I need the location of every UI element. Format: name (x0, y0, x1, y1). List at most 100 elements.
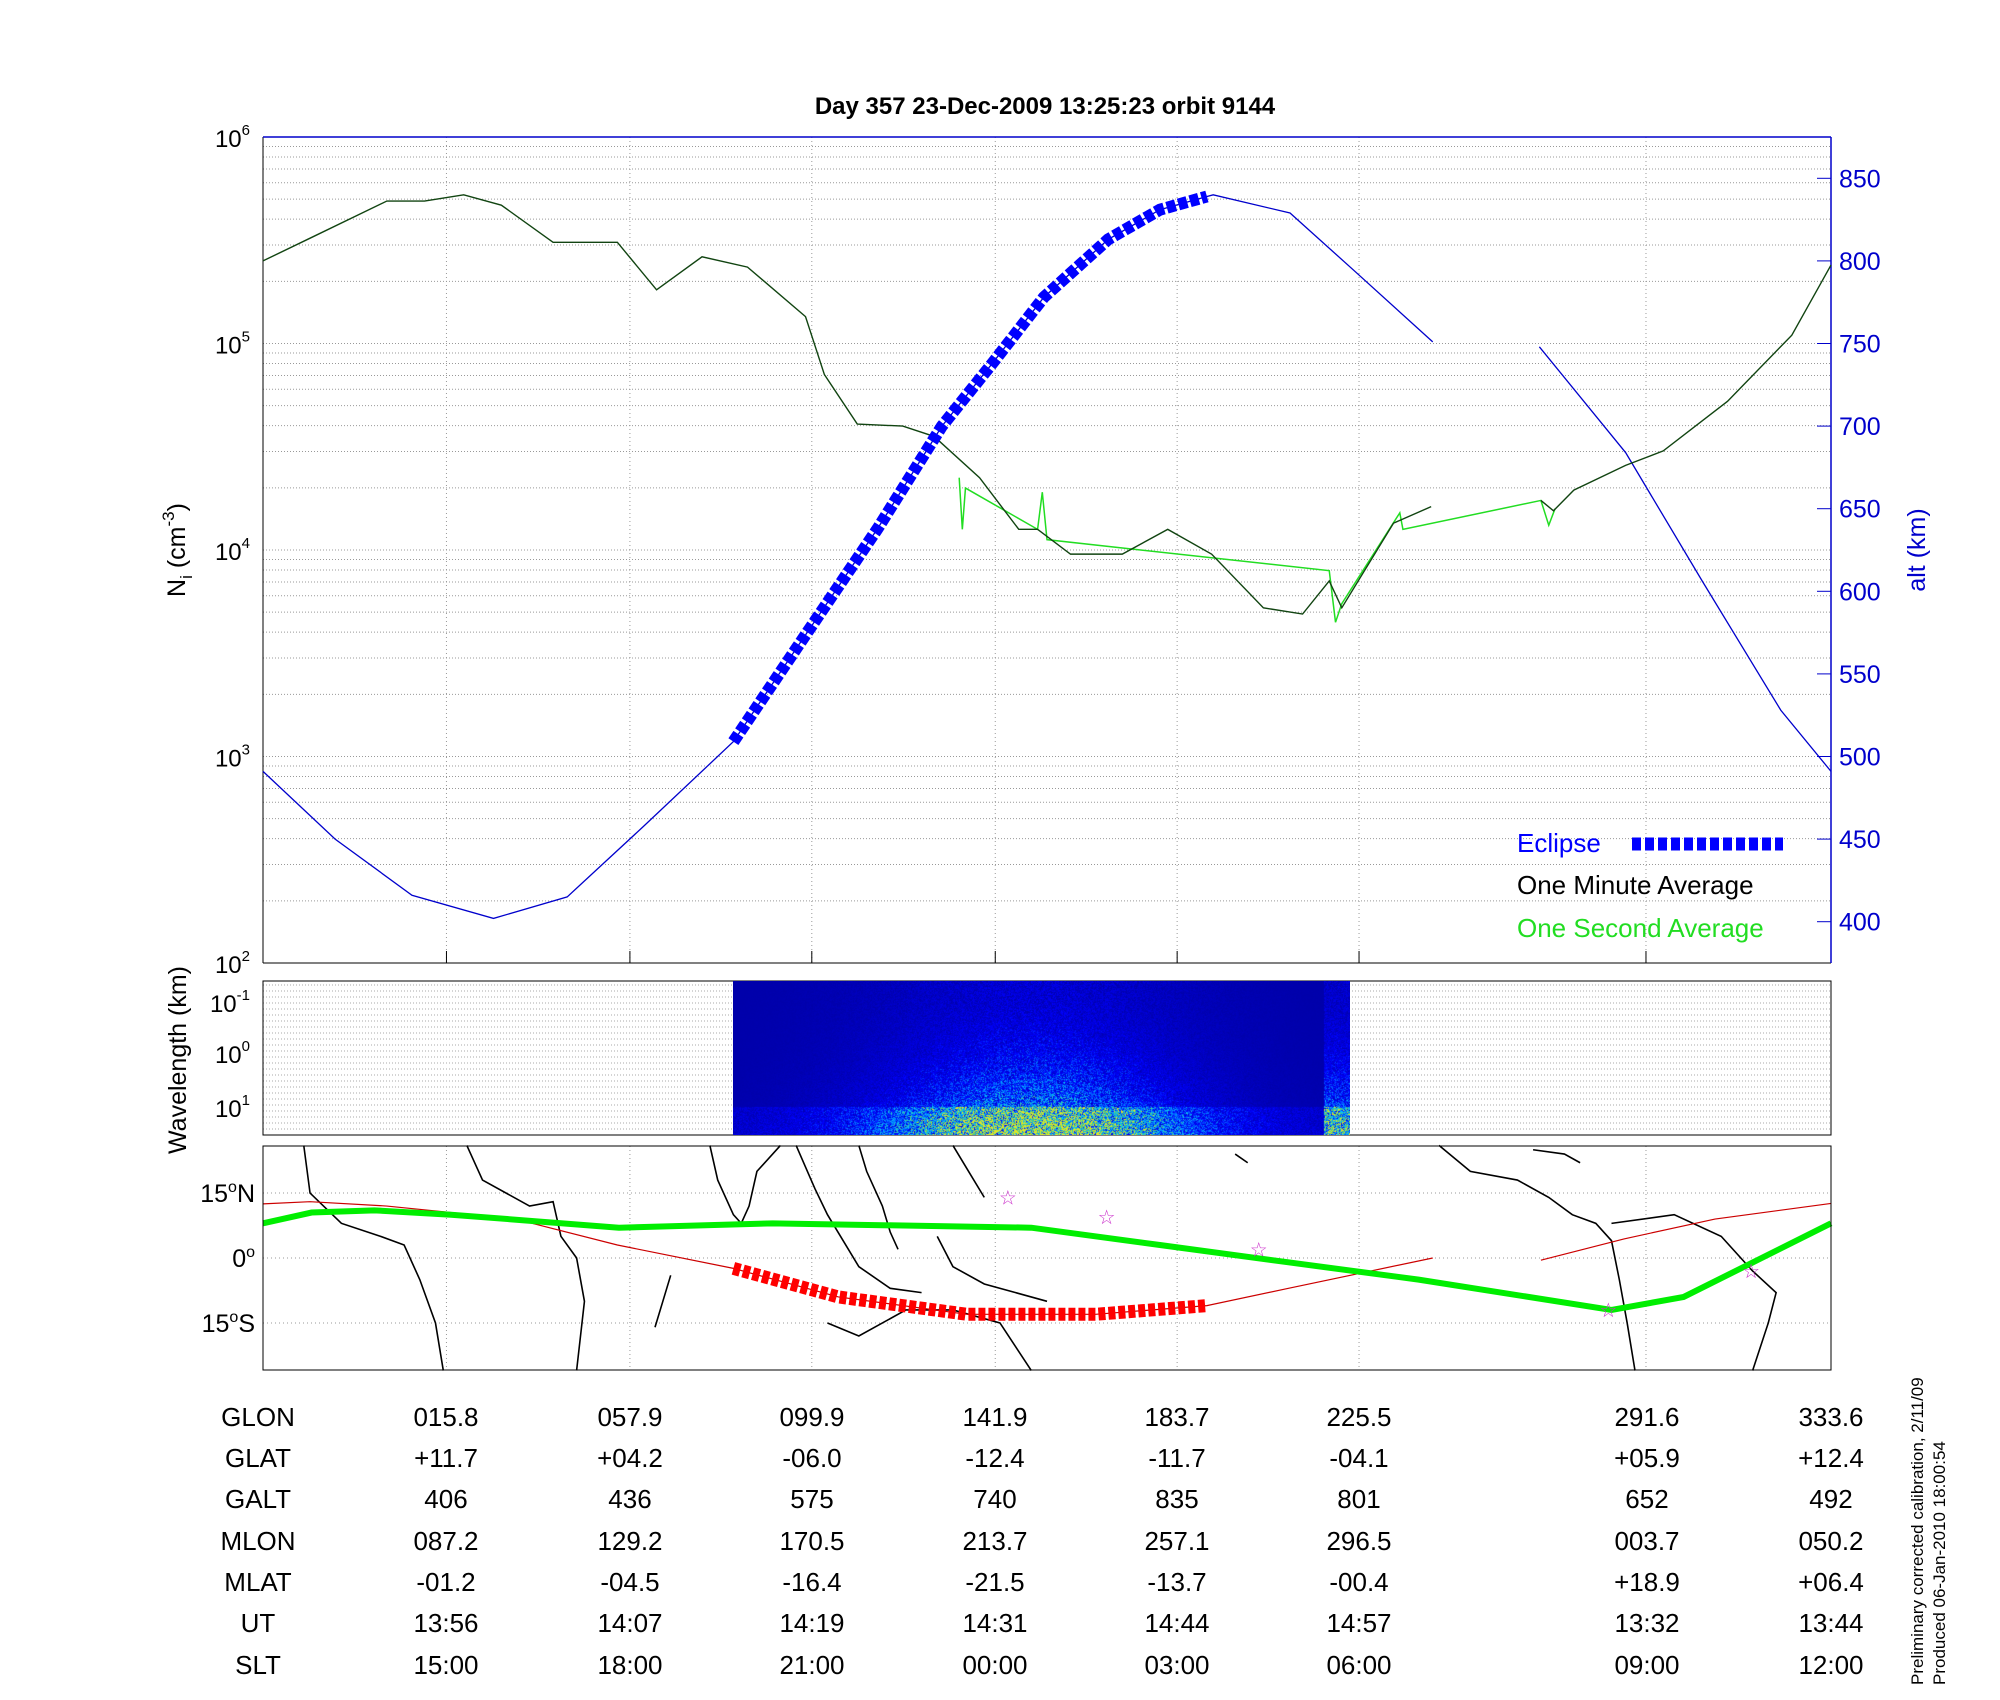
ground-track-line (1540, 1202, 1832, 1261)
table-cell: 183.7 (1144, 1402, 1209, 1432)
table-cell: 003.7 (1614, 1526, 1679, 1556)
table-cell: 14:57 (1326, 1608, 1391, 1638)
table-cell: 575 (790, 1484, 833, 1514)
legend-second-label: One Second Average (1517, 913, 1764, 943)
table-cell: 652 (1625, 1484, 1668, 1514)
row-label: UT (241, 1608, 276, 1638)
table-cell: 14:44 (1144, 1608, 1209, 1638)
coastline (795, 1145, 922, 1294)
table-cell: +18.9 (1614, 1567, 1680, 1597)
table-cell: +12.4 (1798, 1443, 1864, 1473)
row-label: MLAT (224, 1567, 292, 1597)
table-cell: 06:00 (1326, 1650, 1391, 1680)
one-minute-average-line (262, 194, 1432, 615)
chart-title: Day 357 23-Dec-2009 13:25:23 orbit 9144 (815, 93, 1276, 120)
table-cell: -04.1 (1329, 1443, 1388, 1473)
tick-label-part: 10 (215, 539, 242, 566)
coastline (936, 1235, 1048, 1303)
tick-label-part: o (229, 1309, 238, 1326)
tick-label-part: N (163, 579, 191, 597)
coastline (858, 1145, 899, 1250)
lat-tick-label: 15oN (200, 1179, 255, 1208)
table-cell: 13:44 (1798, 1608, 1863, 1638)
y-tick-label: 104 (215, 535, 250, 566)
coastline (709, 1144, 782, 1225)
coastline (1532, 1148, 1581, 1164)
table-cell: 21:00 (779, 1650, 844, 1680)
y-tick-label: 103 (215, 742, 250, 773)
tick-label-part: -3 (159, 511, 178, 526)
tick-label-part: o (246, 1244, 255, 1261)
tick-label-part: ) (163, 503, 191, 511)
tick-label-part: 4 (242, 535, 250, 552)
table-cell: -04.5 (600, 1567, 659, 1597)
station-star-icon: ☆ (1742, 1261, 1760, 1283)
table-cell: 15:00 (413, 1650, 478, 1680)
y-tick-label: 100 (215, 1038, 250, 1069)
tick-label-part: N (237, 1180, 255, 1208)
table-cell: 09:00 (1614, 1650, 1679, 1680)
spectrogram-image (733, 981, 1350, 1135)
one-minute-average-line (1540, 264, 1832, 512)
table-cell: 13:56 (413, 1608, 478, 1638)
table-cell: 740 (973, 1484, 1016, 1514)
y-tick-label: 106 (215, 122, 250, 153)
tick-label-part: 10 (215, 1096, 242, 1123)
table-cell: +05.9 (1614, 1443, 1680, 1473)
table-cell: 087.2 (413, 1526, 478, 1556)
y-tick-label: 101 (215, 1092, 250, 1123)
density-panel: 1021031041051064004505005506006507007508… (159, 122, 1931, 979)
table-cell: 14:31 (962, 1608, 1027, 1638)
y2-tick-label: 750 (1839, 331, 1881, 359)
table-cell: -01.2 (416, 1567, 475, 1597)
tick-label-part: 10 (215, 126, 242, 153)
table-cell: 291.6 (1614, 1402, 1679, 1432)
tick-label-part: -1 (237, 987, 250, 1004)
table-cell: -11.7 (1148, 1443, 1205, 1473)
table-cell: 13:32 (1614, 1608, 1679, 1638)
table-cell: 03:00 (1144, 1650, 1209, 1680)
coastline (1438, 1144, 1636, 1371)
station-star-icon: ☆ (1098, 1207, 1116, 1229)
table-cell: 129.2 (597, 1526, 662, 1556)
row-label: GLON (221, 1402, 295, 1432)
table-cell: 213.7 (962, 1526, 1027, 1556)
y2-tick-label: 800 (1839, 248, 1881, 276)
eclipse-line (728, 190, 1209, 745)
y2-tick-label: 650 (1839, 496, 1881, 524)
table-cell: 801 (1337, 1484, 1380, 1514)
row-label: SLT (235, 1650, 281, 1680)
tick-label-part: 10 (210, 991, 237, 1018)
station-star-icon: ☆ (1250, 1239, 1268, 1261)
tick-label-part: i (177, 575, 196, 579)
row-label: GLAT (225, 1443, 291, 1473)
tick-label-part: (cm (163, 527, 191, 576)
footer-produced: Produced 06-Jan-2010 18:00:54 (1930, 1441, 1949, 1685)
table-cell: 050.2 (1798, 1526, 1863, 1556)
tick-label-part: 3 (242, 742, 250, 759)
table-cell: 057.9 (597, 1402, 662, 1432)
table-cell: 170.5 (779, 1526, 844, 1556)
y-axis-label: Wavelength (km) (164, 966, 192, 1154)
tick-label-part: 0 (232, 1245, 246, 1273)
y2-tick-label: 850 (1839, 165, 1881, 193)
y-tick-label: 10-1 (210, 987, 250, 1018)
one-second-average-line (958, 477, 1556, 623)
tick-label-part: o (228, 1179, 237, 1196)
y-axis-label: Ni (cm-3) (159, 503, 196, 597)
tick-label-part: 10 (215, 746, 242, 773)
legend-minute-label: One Minute Average (1517, 870, 1754, 900)
row-label: GALT (225, 1484, 291, 1514)
tick-label-part: 15 (200, 1180, 228, 1208)
y2-tick-label: 600 (1839, 578, 1881, 606)
tick-label-part: 2 (242, 948, 250, 965)
tick-label-part: 10 (215, 952, 242, 979)
tick-label-part: 6 (242, 122, 250, 139)
y2-tick-label: 400 (1839, 909, 1881, 937)
table-cell: +06.4 (1798, 1567, 1864, 1597)
coastline (1611, 1213, 1778, 1371)
table-cell: 257.1 (1144, 1526, 1209, 1556)
map-frame (262, 1145, 1832, 1371)
